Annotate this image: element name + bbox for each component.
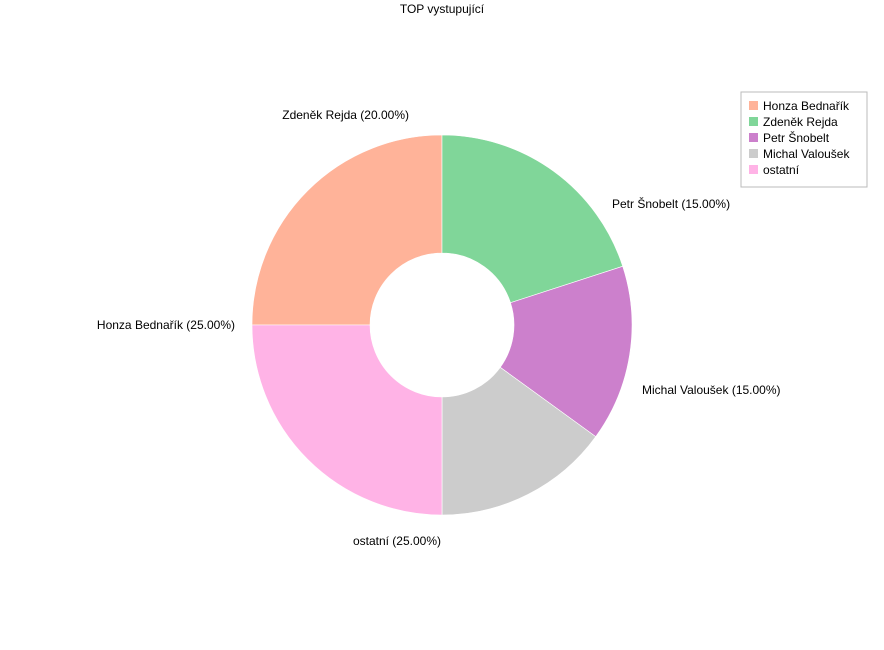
pie-slice-3 (499, 265, 633, 438)
legend-label-1: Honza Bednařík (763, 99, 850, 113)
legend-label-3: Petr Šnobelt (763, 130, 830, 145)
legend-swatch-1 (749, 101, 758, 110)
legend-swatch-5 (749, 165, 758, 174)
legend-swatch-2 (749, 117, 758, 126)
slice-labels-group: Honza Bednařík (25.00%) Zdeněk Rejda (20.… (97, 108, 781, 548)
legend-label-2: Zdeněk Rejda (763, 115, 838, 129)
slice-label-4: Michal Valoušek (15.00%) (642, 383, 781, 397)
legend-swatch-3 (749, 133, 758, 142)
legend-swatch-4 (749, 149, 758, 158)
legend-box (740, 91, 868, 188)
pie-slice-2 (441, 134, 624, 304)
legend-label-5: ostatní (763, 163, 800, 177)
chart-title: TOP vystupující (400, 2, 485, 16)
slice-label-1: Honza Bednařík (25.00%) (97, 318, 235, 332)
legend-label-4: Michal Valoušek (763, 147, 850, 161)
slice-label-3: Petr Šnobelt (15.00%) (612, 196, 730, 211)
pie-slice-4 (441, 366, 597, 516)
pie-slice-5 (251, 324, 443, 516)
slice-label-2: Zdeněk Rejda (20.00%) (282, 108, 409, 122)
pie-slice-1 (251, 134, 443, 326)
slices-group (251, 134, 633, 516)
slice-label-5: ostatní (25.00%) (353, 534, 441, 548)
